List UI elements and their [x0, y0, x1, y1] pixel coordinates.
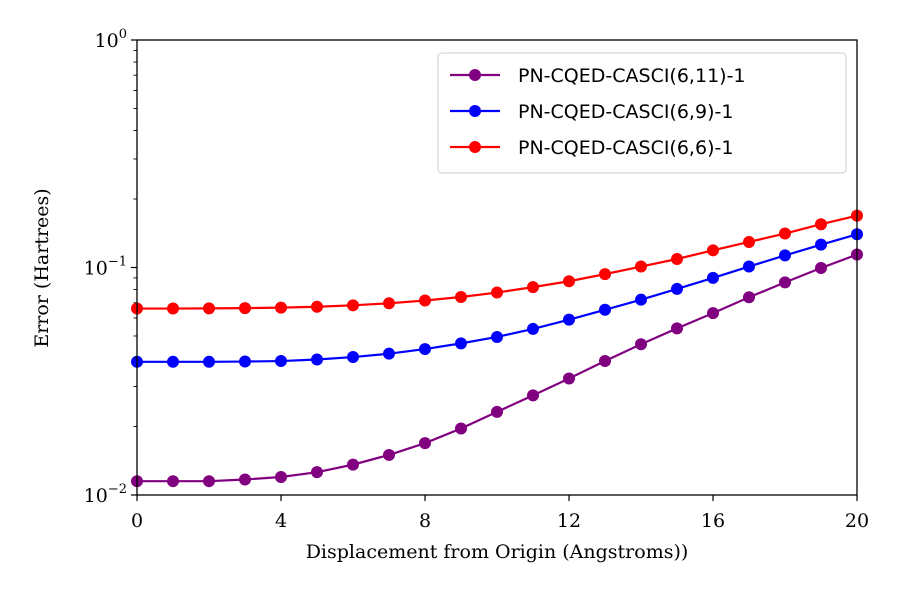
data-point — [815, 261, 827, 274]
legend-marker — [469, 141, 481, 153]
data-point — [707, 244, 719, 257]
legend-label: PN-CQED-CASCI(6,9)-1 — [518, 101, 733, 123]
data-point — [815, 218, 827, 231]
x-tick-label: 16 — [701, 510, 725, 532]
data-point — [455, 422, 467, 435]
legend-item: PN-CQED-CASCI(6,6)-1 — [450, 137, 733, 159]
legend-label: PN-CQED-CASCI(6,11)-1 — [518, 65, 746, 87]
x-tick-label: 4 — [275, 510, 287, 532]
data-point — [419, 343, 431, 356]
data-point — [347, 299, 359, 312]
series-3 — [131, 209, 863, 315]
x-tick-label: 0 — [131, 510, 143, 532]
data-point — [275, 355, 287, 368]
data-point — [671, 252, 683, 265]
data-point — [599, 268, 611, 281]
data-point — [599, 303, 611, 316]
data-point — [455, 337, 467, 350]
series-1 — [131, 248, 863, 488]
data-point — [311, 466, 323, 479]
data-point — [203, 355, 215, 368]
data-point — [743, 235, 755, 248]
data-point — [527, 389, 539, 402]
data-point — [239, 473, 251, 486]
data-point — [671, 282, 683, 295]
data-point — [203, 302, 215, 315]
axes: 0 4 8 12 16 20 10−2 10−1 100 — [84, 27, 869, 532]
data-point — [707, 271, 719, 284]
legend-label: PN-CQED-CASCI(6,6)-1 — [518, 137, 733, 159]
data-point — [491, 330, 503, 343]
data-point — [563, 275, 575, 288]
data-point — [239, 355, 251, 368]
data-point — [707, 307, 719, 320]
y-tick-label: 100 — [95, 27, 127, 52]
legend-marker — [469, 69, 481, 81]
y-tick-label: 10−2 — [84, 482, 127, 507]
data-point — [383, 347, 395, 360]
y-axis-label: Error (Hartrees) — [31, 188, 53, 347]
data-point — [563, 313, 575, 326]
x-tick-label: 20 — [845, 510, 869, 532]
legend-marker — [469, 105, 481, 117]
data-point — [167, 475, 179, 488]
data-point — [527, 281, 539, 294]
x-axis-label: Displacement from Origin (Angstroms)) — [306, 541, 689, 563]
data-point — [167, 355, 179, 368]
x-tick-label: 12 — [557, 510, 581, 532]
data-point — [455, 290, 467, 303]
data-point — [599, 355, 611, 368]
data-point — [635, 260, 647, 273]
data-point — [383, 448, 395, 461]
data-point — [239, 302, 251, 315]
data-point — [167, 302, 179, 315]
y-tick-label: 10−1 — [84, 255, 127, 280]
data-point — [347, 458, 359, 471]
data-point — [563, 372, 575, 385]
plot-area — [131, 209, 863, 488]
data-point — [419, 294, 431, 307]
data-point — [635, 293, 647, 306]
data-point — [275, 301, 287, 314]
data-point — [419, 437, 431, 450]
data-point — [383, 297, 395, 310]
legend-box — [437, 52, 847, 174]
data-point — [635, 338, 647, 351]
data-point — [527, 322, 539, 335]
data-point — [743, 291, 755, 304]
data-point — [347, 351, 359, 364]
legend: PN-CQED-CASCI(6,11)-1 PN-CQED-CASCI(6,9)-… — [437, 52, 847, 174]
data-point — [275, 470, 287, 483]
legend-item: PN-CQED-CASCI(6,11)-1 — [450, 65, 746, 87]
data-point — [491, 286, 503, 299]
x-tick-label: 8 — [419, 510, 431, 532]
data-point — [779, 276, 791, 289]
data-point — [311, 353, 323, 366]
legend-item: PN-CQED-CASCI(6,9)-1 — [450, 101, 733, 123]
data-point — [743, 260, 755, 273]
data-point — [311, 300, 323, 313]
data-point — [671, 322, 683, 335]
data-point — [779, 227, 791, 240]
data-point — [491, 405, 503, 418]
data-point — [815, 238, 827, 251]
data-point — [779, 249, 791, 262]
data-point — [203, 475, 215, 488]
